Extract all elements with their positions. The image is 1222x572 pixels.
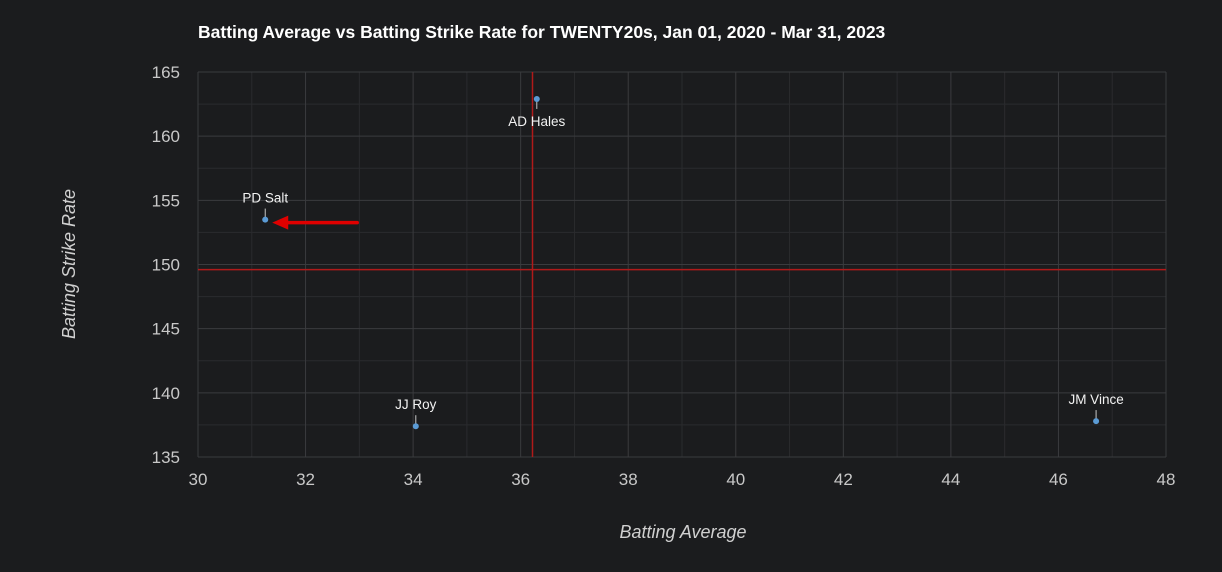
x-tick-label: 48 — [1157, 470, 1176, 489]
x-tick-label: 32 — [296, 470, 315, 489]
y-tick-label: 165 — [152, 63, 180, 82]
x-tick-label: 34 — [404, 470, 423, 489]
x-tick-label: 46 — [1049, 470, 1068, 489]
x-tick-label: 42 — [834, 470, 853, 489]
point-pd-salt: PD Salt — [242, 191, 288, 223]
arrow-head — [272, 215, 289, 230]
point-jm-vince: JM Vince — [1068, 392, 1124, 425]
point-marker — [262, 216, 269, 223]
point-label: JJ Roy — [395, 397, 437, 412]
point-label: PD Salt — [242, 191, 288, 206]
x-tick-label: 36 — [511, 470, 530, 489]
x-axis-title: Batting Average — [619, 522, 746, 542]
x-tick-label: 44 — [941, 470, 960, 489]
x-tick-label: 38 — [619, 470, 638, 489]
y-tick-label: 135 — [152, 448, 180, 467]
y-tick-label: 155 — [152, 191, 180, 210]
x-axis-ticks: 30 32 34 36 38 40 42 44 46 48 — [189, 470, 1176, 489]
y-tick-label: 140 — [152, 384, 180, 403]
annotation-arrow — [272, 215, 359, 230]
point-jj-roy: JJ Roy — [395, 397, 437, 430]
point-marker — [412, 423, 419, 430]
y-tick-label: 160 — [152, 127, 180, 146]
x-tick-label: 30 — [189, 470, 208, 489]
chart-title: Batting Average vs Batting Strike Rate f… — [198, 22, 886, 42]
major-grid — [197, 71, 1167, 458]
x-tick-label: 40 — [726, 470, 745, 489]
data-points: AD Hales PD Salt JJ Roy JM Vince — [242, 95, 1124, 430]
y-axis-title: Batting Strike Rate — [59, 189, 79, 339]
point-label: JM Vince — [1068, 392, 1123, 407]
point-marker — [1093, 418, 1100, 425]
point-label: AD Hales — [508, 114, 565, 129]
y-axis-ticks: 135 140 145 150 155 160 165 — [152, 63, 180, 467]
y-tick-label: 145 — [152, 320, 180, 339]
y-tick-label: 150 — [152, 256, 180, 275]
point-ad-hales: AD Hales — [508, 95, 566, 129]
reference-lines — [198, 72, 1166, 457]
point-marker — [533, 95, 540, 102]
